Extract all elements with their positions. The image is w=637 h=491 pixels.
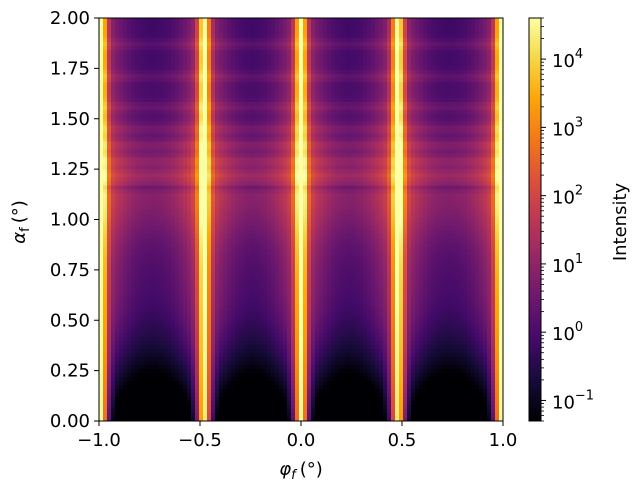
y-tick-label: 0.75 xyxy=(50,260,90,281)
colorbar-ticks: 10−1 100 101 102 103 104 xyxy=(541,17,594,422)
colorbar-tick-label: 10−1 xyxy=(552,388,594,413)
colorbar-tick-label: 103 xyxy=(552,115,583,140)
colorbar xyxy=(529,18,541,421)
y-tick-label: 1.50 xyxy=(50,109,90,130)
x-tick-label: −0.5 xyxy=(178,430,222,451)
heatmap-image xyxy=(99,18,503,421)
x-tick-label: 1.0 xyxy=(489,430,518,451)
colorbar-frame xyxy=(528,17,542,422)
x-tick-label: 0.0 xyxy=(287,430,316,451)
colorbar-tick-label: 102 xyxy=(552,184,583,209)
heatmap-image-frame xyxy=(99,18,503,421)
x-axis-label: φf (°) xyxy=(279,459,323,483)
y-axis-label: αf(°) xyxy=(9,200,33,244)
y-tick-label: 0.00 xyxy=(50,411,90,432)
y-tick-label: 1.25 xyxy=(50,159,90,180)
colorbar-tick-label: 100 xyxy=(552,320,583,345)
y-tick-label: 1.00 xyxy=(50,210,90,231)
colorbar-tick-label: 104 xyxy=(552,47,583,72)
y-tick-label: 2.00 xyxy=(50,8,90,29)
y-tick-label: 0.50 xyxy=(50,310,90,331)
colorbar-label: Intensity xyxy=(610,182,631,261)
colorbar-tick-label: 101 xyxy=(552,252,583,277)
x-tick-label: 0.5 xyxy=(388,430,417,451)
x-axis: −1.0 −0.5 0.0 0.5 1.0 xyxy=(77,421,517,451)
x-tick-label: −1.0 xyxy=(77,430,121,451)
y-axis: 0.00 0.25 0.50 0.75 1.00 1.25 1.50 1.75 2.00 xyxy=(50,8,99,432)
y-tick-label: 0.25 xyxy=(50,361,90,382)
y-tick-label: 1.75 xyxy=(50,58,90,79)
